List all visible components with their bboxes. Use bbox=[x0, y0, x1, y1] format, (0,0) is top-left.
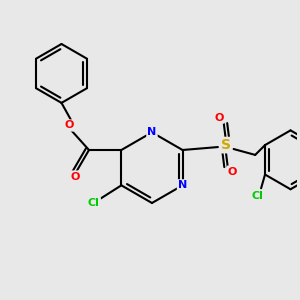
Text: Cl: Cl bbox=[251, 191, 263, 201]
Text: O: O bbox=[70, 172, 80, 182]
Text: S: S bbox=[221, 138, 231, 152]
Text: N: N bbox=[178, 180, 187, 190]
Text: O: O bbox=[228, 167, 237, 177]
Text: O: O bbox=[214, 112, 224, 123]
Text: N: N bbox=[147, 127, 157, 137]
Text: Cl: Cl bbox=[88, 198, 100, 208]
Text: O: O bbox=[65, 121, 74, 130]
